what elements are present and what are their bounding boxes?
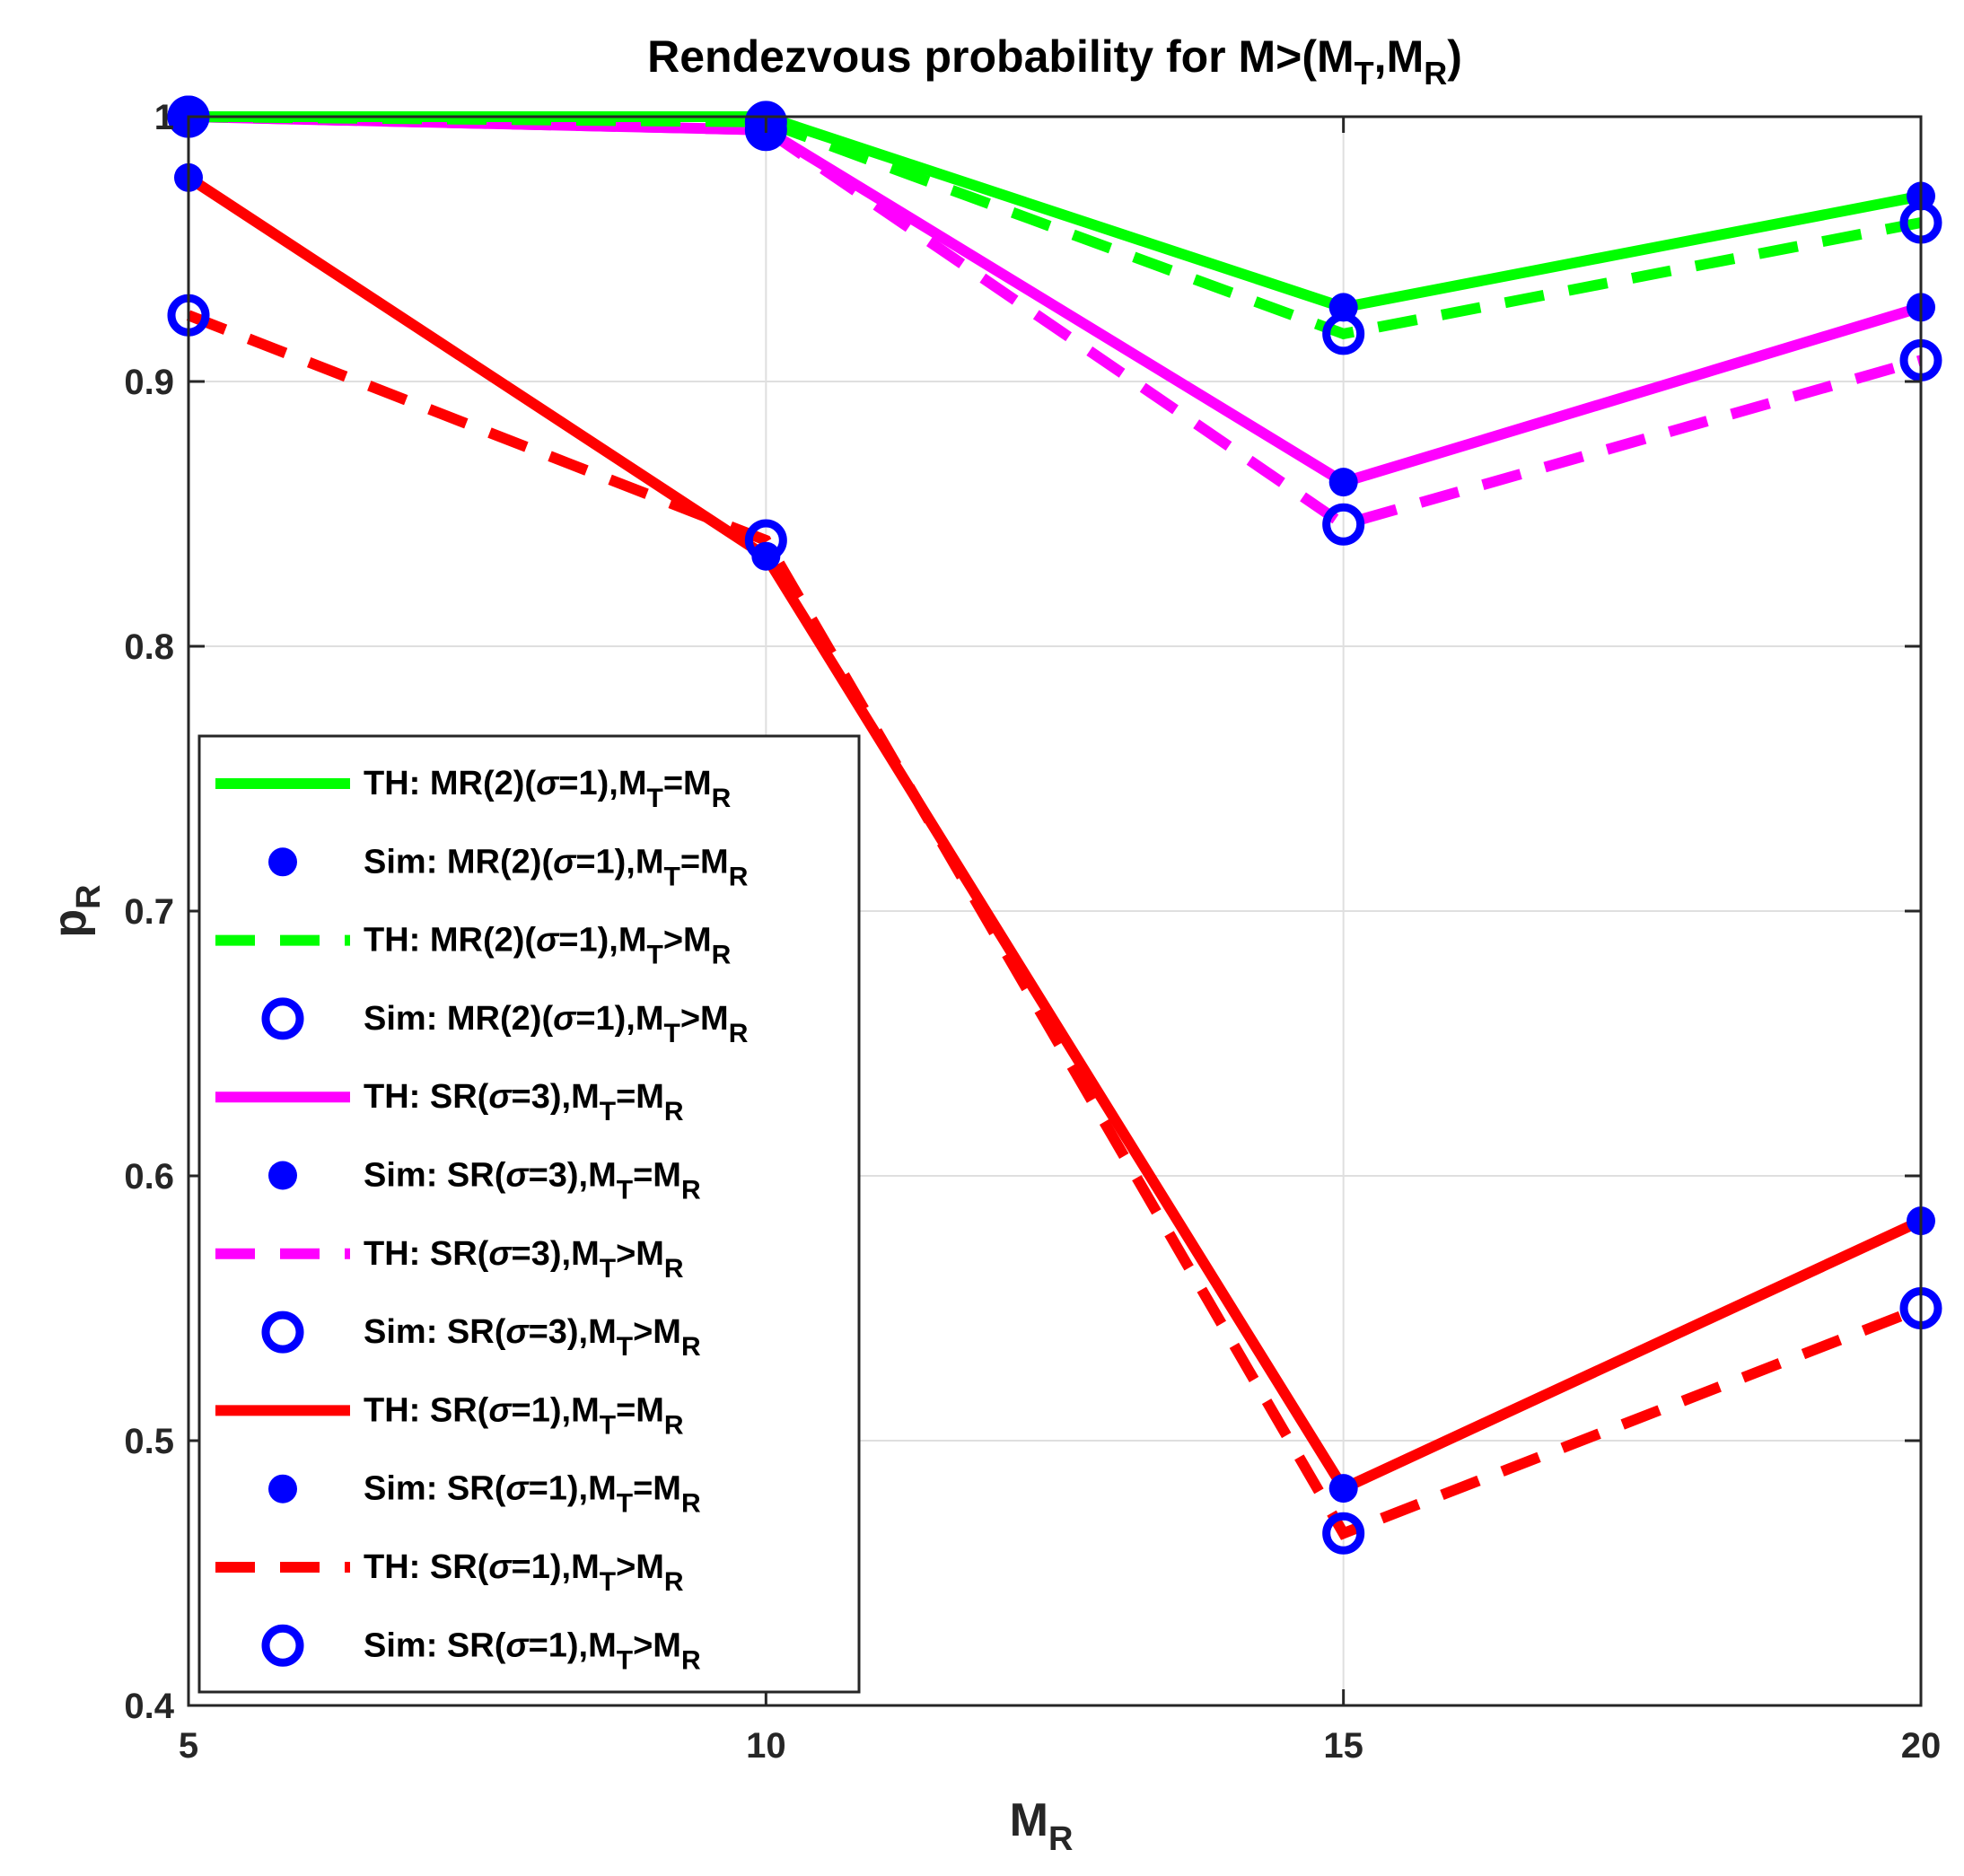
data-point-open	[744, 109, 787, 152]
legend-swatch-marker	[268, 847, 297, 877]
tick-labels: 5 10 15 20 0.4 0.5 0.6 0.7 0.8 0.9 1	[124, 98, 1941, 1766]
legend-label: TH: MR(2)(σ=1),MT>MR	[364, 922, 732, 970]
chart-title: Rendezvous probability for M>(MT,MR)	[647, 31, 1462, 92]
legend-box	[197, 734, 861, 1694]
legend-label: Sim: SR(σ=3),MT=MR	[364, 1157, 701, 1205]
series-line	[186, 310, 1924, 1540]
legend-label: TH: SR(σ=1),MT=MR	[364, 1391, 684, 1440]
x-tick-label: 10	[746, 1726, 786, 1766]
legend-label: TH: SR(σ=3),MT>MR	[364, 1235, 684, 1284]
legend-swatch-marker	[268, 1474, 297, 1503]
legend-entries: TH: MR(2)(σ=1),MT=MR Sim: MR(2)(σ=1),MT=M…	[215, 765, 749, 1675]
series-lines	[185, 111, 1924, 1540]
legend: TH: MR(2)(σ=1),MT=MR Sim: MR(2)(σ=1),MT=M…	[197, 734, 861, 1694]
y-tick-label: 0.4	[124, 1687, 174, 1726]
y-tick-label: 0.6	[124, 1157, 174, 1197]
x-axis-label: MR	[1010, 1794, 1074, 1858]
data-point-open	[1322, 503, 1365, 546]
data-point-filled	[1328, 468, 1358, 497]
data-point-open	[1322, 312, 1365, 355]
data-point-open	[744, 519, 787, 562]
y-tick-label: 0.8	[124, 627, 174, 667]
data-point-open	[1322, 1512, 1365, 1555]
y-tick-label: 1	[154, 98, 174, 137]
legend-label: Sim: SR(σ=1),MT=MR	[364, 1470, 701, 1519]
y-tick-label: 0.5	[124, 1422, 174, 1461]
series-line	[188, 111, 1923, 340]
legend-swatch-marker	[261, 1624, 304, 1667]
legend-label: TH: SR(σ=3),MT=MR	[364, 1078, 684, 1126]
x-tick-label: 15	[1323, 1726, 1363, 1766]
legend-swatch-marker	[268, 1161, 297, 1190]
data-point-filled	[1328, 1474, 1358, 1503]
ticks	[187, 115, 1923, 1707]
legend-swatch-marker	[261, 1311, 304, 1354]
series-line	[185, 172, 1924, 1495]
legend-label: TH: SR(σ=1),MT>MR	[364, 1548, 684, 1597]
legend-label: Sim: MR(2)(σ=1),MT=MR	[364, 843, 749, 891]
x-tick-label: 20	[1901, 1726, 1942, 1766]
legend-label: Sim: SR(σ=3),MT>MR	[364, 1313, 701, 1362]
legend-label: TH: MR(2)(σ=1),MT=MR	[364, 765, 732, 813]
y-tick-label: 0.7	[124, 892, 174, 932]
legend-label: Sim: MR(2)(σ=1),MT>MR	[364, 1000, 749, 1048]
y-axis-label: pR	[44, 884, 108, 937]
y-tick-label: 0.9	[124, 363, 174, 402]
legend-swatch-marker	[261, 997, 304, 1040]
legend-label: Sim: SR(σ=1),MT>MR	[364, 1626, 701, 1675]
x-tick-label: 5	[179, 1726, 198, 1766]
